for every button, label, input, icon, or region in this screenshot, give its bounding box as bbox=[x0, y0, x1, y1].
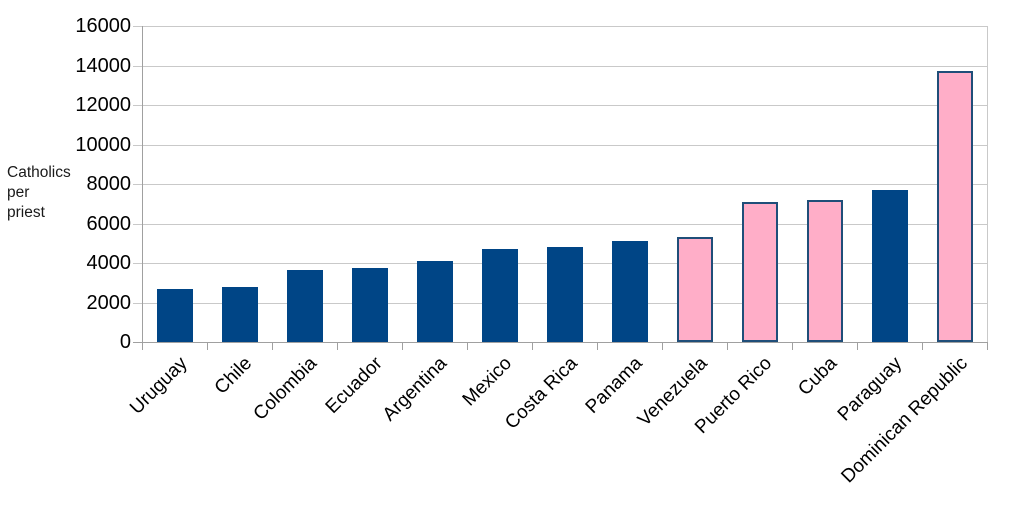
bar-ecuador bbox=[351, 267, 388, 342]
y-tick-label: 2000 bbox=[86, 292, 132, 314]
x-tick-label-chile: Chile bbox=[210, 353, 257, 399]
x-tick-label-cuba: Cuba bbox=[794, 353, 842, 400]
x-tick-mark bbox=[987, 342, 988, 350]
bar-costa-rica bbox=[546, 247, 583, 342]
x-tick-mark bbox=[402, 342, 403, 350]
y-tick-label: 8000 bbox=[86, 173, 132, 195]
x-tick-mark bbox=[922, 342, 923, 350]
y-tick-label: 0 bbox=[119, 331, 131, 353]
bar-panama bbox=[611, 241, 648, 342]
gridline bbox=[142, 26, 987, 27]
x-tick-label-colombia: Colombia bbox=[249, 353, 322, 425]
bar-colombia bbox=[286, 269, 323, 342]
x-tick-mark bbox=[272, 342, 273, 350]
x-tick-label-panama: Panama bbox=[581, 353, 647, 418]
y-tick-mark bbox=[133, 303, 142, 304]
x-tick-label-argentina: Argentina bbox=[378, 353, 452, 426]
y-tick-label: 4000 bbox=[86, 252, 132, 274]
x-tick-mark bbox=[597, 342, 598, 350]
gridline bbox=[142, 224, 987, 225]
y-tick-mark bbox=[133, 145, 142, 146]
x-tick-mark bbox=[467, 342, 468, 350]
gridline bbox=[142, 66, 987, 67]
plot-right-border bbox=[987, 26, 988, 343]
y-tick-label: 14000 bbox=[75, 55, 131, 77]
bar-venezuela bbox=[676, 237, 713, 342]
y-axis-title: Catholics per priest bbox=[7, 164, 71, 221]
y-axis-line bbox=[142, 26, 143, 350]
y-tick-label: 16000 bbox=[75, 15, 131, 37]
x-tick-mark bbox=[532, 342, 533, 350]
y-tick-mark bbox=[133, 26, 142, 27]
gridline bbox=[142, 184, 987, 185]
y-tick-mark bbox=[133, 105, 142, 106]
x-tick-mark bbox=[857, 342, 858, 350]
y-tick-label: 12000 bbox=[75, 94, 131, 116]
y-tick-mark bbox=[133, 184, 142, 185]
y-tick-mark bbox=[133, 263, 142, 264]
x-tick-mark bbox=[792, 342, 793, 350]
bar-uruguay bbox=[156, 288, 193, 342]
x-tick-label-mexico: Mexico bbox=[458, 353, 517, 411]
x-tick-mark bbox=[207, 342, 208, 350]
x-tick-mark bbox=[727, 342, 728, 350]
gridline bbox=[142, 145, 987, 146]
x-axis-line bbox=[133, 342, 988, 343]
x-tick-mark bbox=[142, 342, 143, 350]
y-tick-label: 6000 bbox=[86, 213, 132, 235]
bar-chile bbox=[221, 286, 258, 342]
x-tick-label-uruguay: Uruguay bbox=[125, 353, 192, 419]
y-tick-mark bbox=[133, 66, 142, 67]
gridline bbox=[142, 105, 987, 106]
x-tick-mark bbox=[662, 342, 663, 350]
bar-puerto-rico bbox=[741, 201, 778, 342]
x-tick-label-ecuador: Ecuador bbox=[321, 353, 387, 418]
bar-paraguay bbox=[871, 189, 908, 342]
bar-cuba bbox=[806, 199, 843, 342]
bar-argentina bbox=[416, 261, 453, 342]
y-tick-label: 10000 bbox=[75, 134, 131, 156]
x-tick-label-dominican-republic: Dominican Republic bbox=[837, 353, 972, 488]
bar-dominican-republic bbox=[936, 71, 973, 342]
bar-mexico bbox=[481, 249, 518, 342]
y-tick-mark bbox=[133, 224, 142, 225]
x-tick-mark bbox=[337, 342, 338, 350]
